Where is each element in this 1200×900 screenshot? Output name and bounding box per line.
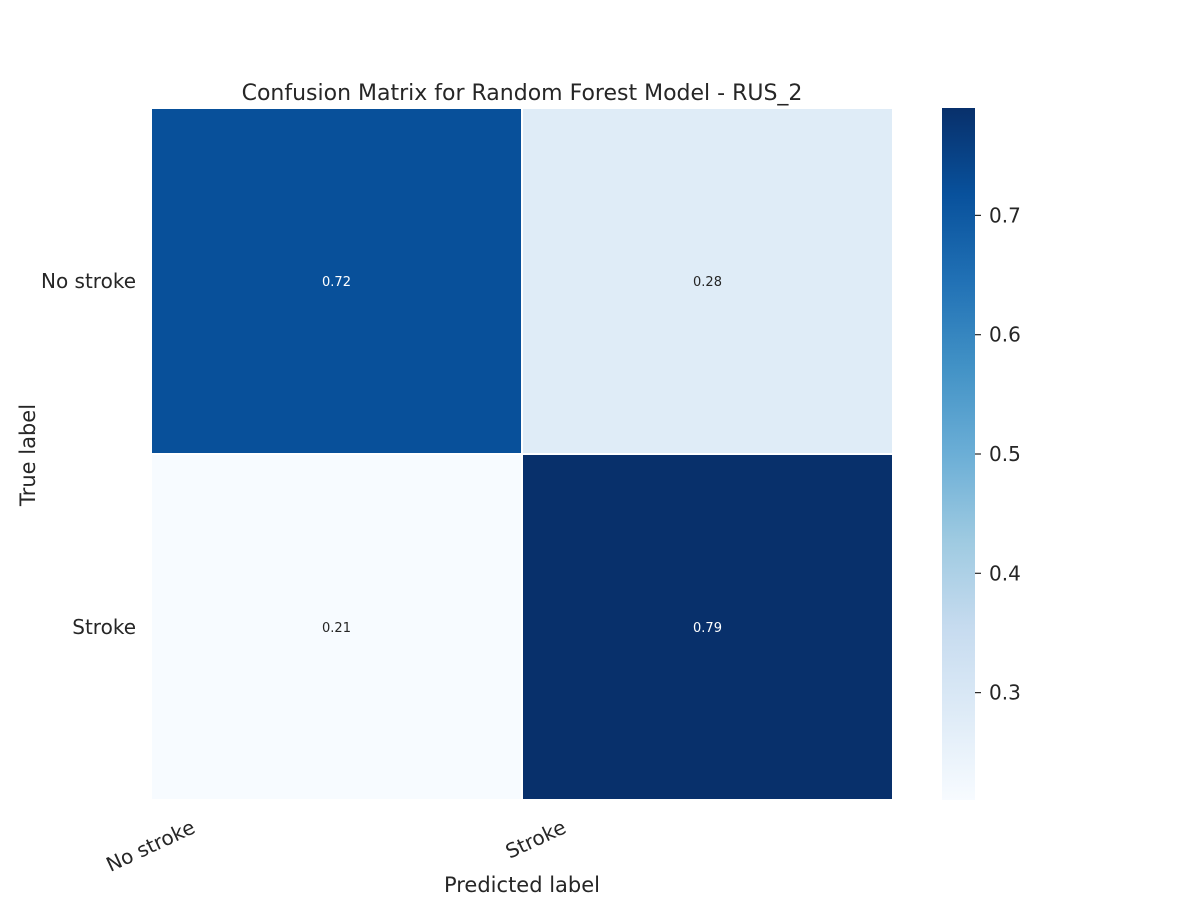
heatmap-cell-r1-c0 — [150, 453, 523, 801]
cell-value-label: 0.21 — [322, 621, 351, 636]
colorbar-tick-label: 0.4 — [989, 561, 1021, 585]
colorbar-tick-label: 0.7 — [989, 203, 1021, 227]
x-tick-label: No stroke — [102, 815, 198, 877]
x-tick-label: Stroke — [502, 815, 570, 864]
chart-title: Confusion Matrix for Random Forest Model… — [242, 81, 803, 106]
cell-value-label: 0.28 — [693, 275, 722, 290]
colorbar-tick-label: 0.3 — [989, 681, 1021, 705]
colorbar-tick-label: 0.5 — [989, 442, 1021, 466]
heatmap-cells: 0.72 0.28 0.21 0.79 — [150, 107, 894, 801]
y-tick-label: Stroke — [72, 615, 136, 639]
y-axis-label: True label — [16, 404, 40, 507]
heatmap-cell-r1-c1 — [521, 453, 894, 801]
cell-value-label: 0.79 — [693, 621, 722, 636]
y-tick-label: No stroke — [41, 269, 136, 293]
x-axis-label: Predicted label — [444, 873, 600, 897]
heatmap-cell-r0-c0 — [150, 107, 523, 455]
cell-value-label: 0.72 — [322, 275, 351, 290]
colorbar-tick-label: 0.6 — [989, 323, 1021, 347]
heatmap-cell-r0-c1 — [521, 107, 894, 455]
colorbar: 0.3 0.4 0.5 0.6 0.7 — [942, 108, 1021, 800]
colorbar-gradient — [942, 108, 975, 800]
